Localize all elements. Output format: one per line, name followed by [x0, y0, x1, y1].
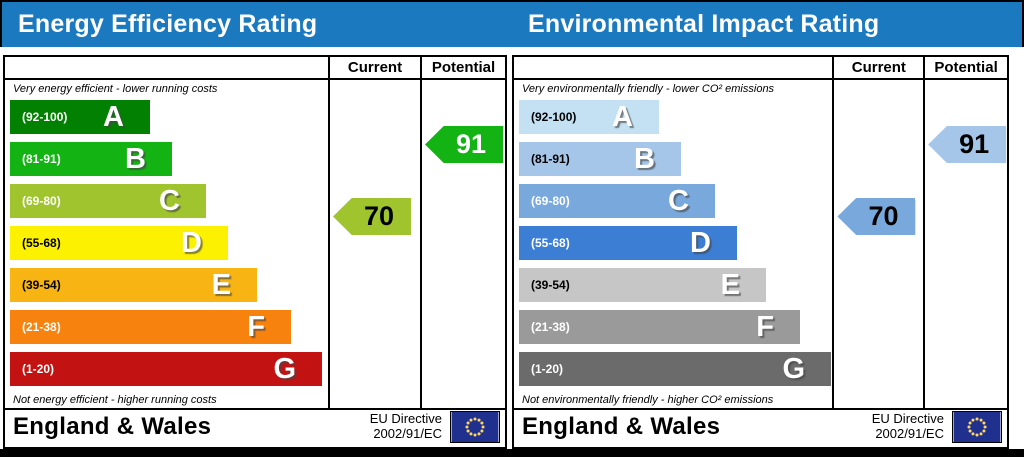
rating-band-f: (21-38) F	[519, 310, 800, 344]
band-letter: A	[612, 100, 633, 133]
bottom-caption: Not environmentally friendly - higher CO…	[522, 394, 774, 406]
panels-row: Current Potential Very energy efficient …	[0, 55, 1024, 449]
rating-scale-body: Very environmentally friendly - lower CO…	[514, 80, 1007, 408]
band-range-label: (55-68)	[531, 236, 570, 250]
eu-flag-icon	[952, 410, 1002, 443]
bands-header-spacer	[514, 57, 832, 78]
band-range-label: (39-54)	[531, 278, 570, 292]
band-range-label: (69-80)	[531, 194, 570, 208]
eu-directive-line2: 2002/91/EC	[875, 425, 944, 441]
bands-list: (92-100) A (81-91) B (69-80) C (55-68) D (39-54)…	[10, 100, 323, 386]
current-column-header: Current	[832, 57, 923, 78]
current-column: 70	[328, 80, 420, 408]
eu-directive-line1: EU Directive	[369, 411, 442, 427]
bands-cell: Very environmentally friendly - lower CO…	[514, 80, 832, 408]
rating-band-c: (69-80) C	[519, 184, 715, 218]
rating-scale-body: Very energy efficient - lower running co…	[5, 80, 505, 408]
band-letter: E	[211, 268, 231, 301]
current-rating-arrow: 70	[333, 198, 411, 235]
eu-directive-line1: EU Directive	[871, 411, 944, 427]
eu-directive-line2: 2002/91/EC	[373, 425, 442, 441]
column-header-row: Current Potential	[5, 57, 505, 80]
bottom-border-bar	[0, 449, 1024, 457]
rating-band-b: (81-91) B	[10, 142, 172, 176]
band-letter: F	[756, 310, 774, 343]
band-range-label: (21-38)	[22, 320, 61, 334]
rating-band-g: (1-20) G	[519, 352, 831, 386]
bands-list: (92-100) A (81-91) B (69-80) C (55-68) D (39-54)…	[519, 100, 831, 386]
header-bar: Energy Efficiency Rating Environmental I…	[0, 0, 1024, 47]
rating-band-g: (1-20) G	[10, 352, 322, 386]
current-rating-arrow: 70	[837, 198, 916, 235]
environmental-impact-title: Environmental Impact Rating	[528, 10, 880, 38]
band-range-label: (1-20)	[531, 362, 564, 376]
band-range-label: (55-68)	[22, 236, 61, 250]
band-letter: E	[720, 268, 740, 301]
region-label: England & Wales	[522, 412, 721, 440]
band-range-label: (81-91)	[22, 152, 61, 166]
current-column-header: Current	[328, 57, 420, 78]
band-letter: C	[159, 184, 180, 217]
band-range-label: (69-80)	[22, 194, 61, 208]
rating-band-c: (69-80) C	[10, 184, 206, 218]
bands-header-spacer	[5, 57, 328, 78]
top-caption: Very energy efficient - lower running co…	[13, 83, 218, 95]
potential-rating-arrow: 91	[928, 126, 1007, 163]
rating-band-a: (92-100) A	[10, 100, 150, 134]
band-letter: B	[634, 142, 655, 175]
band-letter: C	[668, 184, 689, 217]
panel-footer: England & Wales EU Directive 2002/91/EC	[5, 408, 505, 443]
current-column: 70	[832, 80, 923, 408]
band-letter: A	[103, 100, 124, 133]
rating-band-a: (92-100) A	[519, 100, 659, 134]
potential-rating-arrow: 91	[425, 126, 503, 163]
band-range-label: (1-20)	[22, 362, 55, 376]
band-range-label: (92-100)	[531, 110, 577, 124]
rating-band-e: (39-54) E	[10, 268, 257, 302]
band-range-label: (92-100)	[22, 110, 68, 124]
band-letter: B	[125, 142, 146, 175]
band-letter: D	[690, 226, 711, 259]
band-range-label: (39-54)	[22, 278, 61, 292]
band-range-label: (81-91)	[531, 152, 570, 166]
rating-band-f: (21-38) F	[10, 310, 291, 344]
potential-column-header: Potential	[923, 57, 1007, 78]
rating-band-d: (55-68) D	[10, 226, 228, 260]
rating-band-e: (39-54) E	[519, 268, 766, 302]
eu-directive-text: EU Directive 2002/91/EC	[871, 411, 944, 441]
rating-band-d: (55-68) D	[519, 226, 737, 260]
column-header-row: Current Potential	[514, 57, 1007, 80]
bands-cell: Very energy efficient - lower running co…	[5, 80, 328, 408]
energy-efficiency-title: Energy Efficiency Rating	[18, 10, 318, 38]
environmental-impact-panel: Current Potential Very environmentally f…	[512, 55, 1009, 449]
band-letter: D	[181, 226, 202, 259]
bottom-caption: Not energy efficient - higher running co…	[13, 394, 217, 406]
panel-footer: England & Wales EU Directive 2002/91/EC	[514, 408, 1007, 443]
energy-efficiency-panel: Current Potential Very energy efficient …	[3, 55, 507, 449]
potential-column: 91	[420, 80, 505, 408]
band-letter: G	[273, 352, 296, 385]
potential-column-header: Potential	[420, 57, 505, 78]
region-label: England & Wales	[13, 412, 212, 440]
eu-flag-icon	[450, 410, 500, 443]
potential-column: 91	[923, 80, 1007, 408]
band-letter: F	[247, 310, 265, 343]
rating-band-b: (81-91) B	[519, 142, 681, 176]
band-range-label: (21-38)	[531, 320, 570, 334]
eu-directive-text: EU Directive 2002/91/EC	[369, 411, 442, 441]
top-caption: Very environmentally friendly - lower CO…	[522, 83, 775, 95]
band-letter: G	[782, 352, 805, 385]
